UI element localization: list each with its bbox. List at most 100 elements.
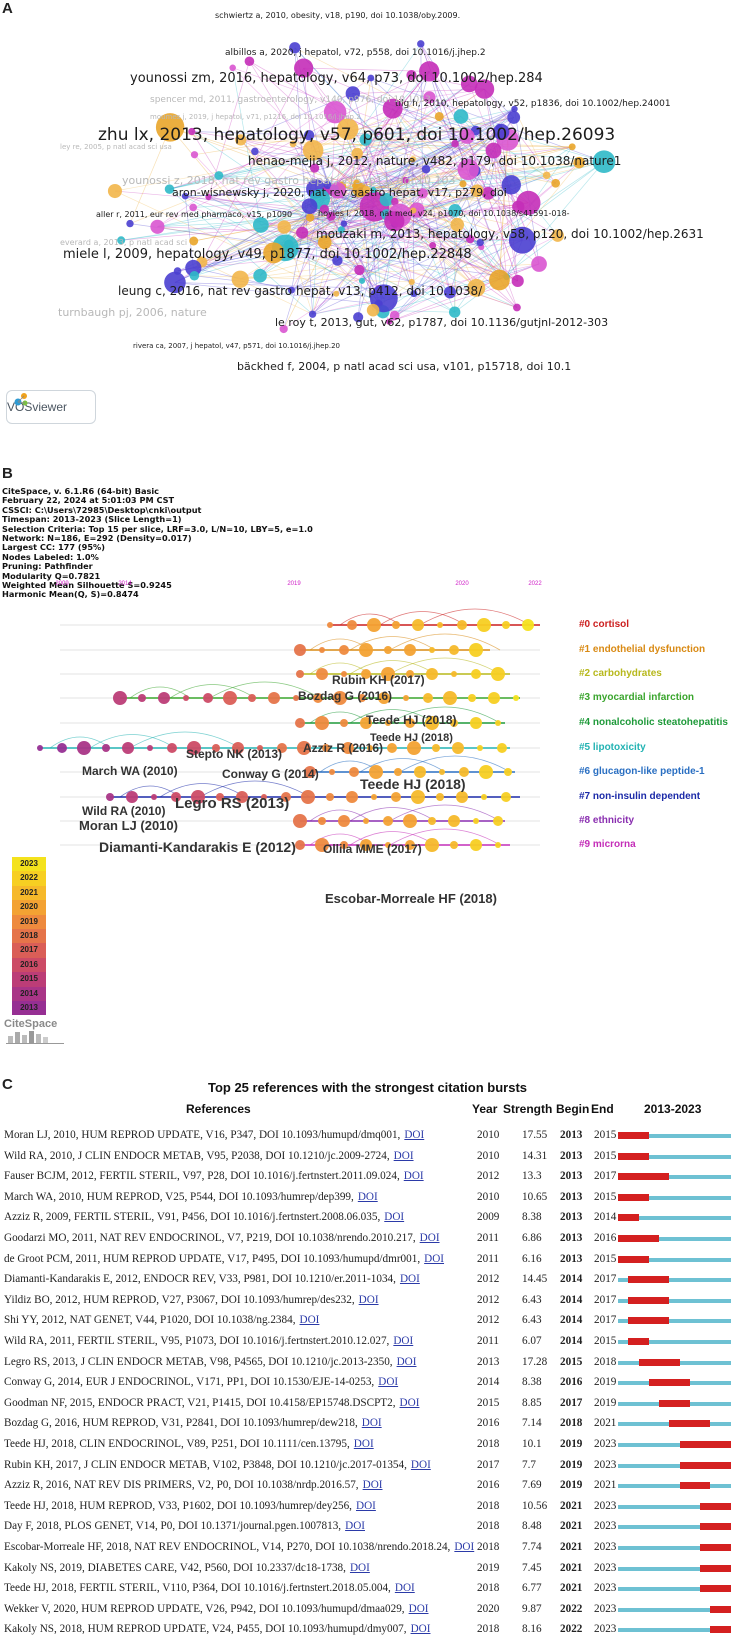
citation-node	[385, 842, 391, 848]
header-references: References	[186, 1102, 251, 1116]
network-edge	[218, 175, 316, 190]
doi-link[interactable]: DOI	[394, 1582, 415, 1595]
network-edge	[392, 108, 464, 185]
burst-year: 2018	[477, 1541, 500, 1553]
network-edge	[129, 127, 171, 224]
doi-link[interactable]: DOI	[378, 1376, 399, 1389]
doi-link[interactable]: DOI	[399, 1273, 420, 1286]
node-label: Stepto NK (2013)	[186, 747, 283, 761]
burst-begin: 2013	[560, 1129, 583, 1141]
citation-node	[216, 793, 224, 801]
burst-timeline	[618, 1195, 731, 1200]
vosviewer-logo-text: VOSviewer	[7, 400, 68, 414]
doi-link[interactable]: DOI	[353, 1438, 374, 1450]
citation-node	[122, 742, 134, 754]
doi-link[interactable]: DOI	[384, 1211, 405, 1224]
burst-begin: 2021	[560, 1561, 583, 1574]
doi-link[interactable]: DOI	[357, 1190, 378, 1203]
citation-node	[437, 622, 443, 628]
doi-link[interactable]: DOI	[355, 1499, 376, 1512]
network-edge	[254, 151, 315, 169]
doi-link[interactable]: DOI	[362, 1479, 383, 1492]
burst-end: 2017	[594, 1293, 617, 1306]
cluster-label: #4 nonalcoholic steatohepatitis	[579, 717, 728, 728]
network-node-label: zhu lx, 2013, hepatology, v57, p601, doi…	[98, 125, 615, 145]
burst-bar	[679, 1461, 731, 1469]
burst-strength: 6.77	[522, 1582, 542, 1595]
citation-node	[203, 693, 213, 703]
network-node	[451, 139, 459, 148]
cluster-label: #6 glucagon-like peptide-1	[579, 766, 705, 777]
network-edge	[169, 175, 219, 190]
network-node-label: miele l, 2009, hepatology, v49, p1877, d…	[63, 247, 472, 262]
burst-begin: 2019	[560, 1458, 583, 1471]
network-node-label: moumes j, 2019, j hepatol, v71, p1216, d…	[150, 113, 361, 121]
doi-link[interactable]: DOI	[345, 1520, 365, 1533]
doi-link[interactable]: DOI	[410, 1458, 431, 1471]
burst-bar	[659, 1399, 690, 1407]
doi-link[interactable]: DOI	[299, 1314, 320, 1327]
network-edge	[169, 127, 274, 254]
network-node-label: tilg h, 2010, hepatology, v52, p1836, do…	[395, 99, 671, 109]
network-node	[470, 184, 484, 198]
citation-node	[281, 792, 291, 802]
cluster-link-arc	[349, 831, 436, 846]
network-node-label: albillos a, 2020, j hepatol, v72, p558, …	[225, 48, 486, 58]
network-node	[310, 163, 320, 173]
network-edge	[193, 198, 321, 208]
network-node	[489, 269, 510, 291]
network-node	[409, 156, 416, 163]
doi-link[interactable]: DOI	[454, 1541, 475, 1553]
network-node	[231, 270, 249, 288]
doi-link[interactable]: DOI	[399, 1396, 420, 1409]
network-edge	[194, 275, 384, 299]
burst-year: 2012	[477, 1293, 500, 1306]
doi-link[interactable]: DOI	[358, 1293, 379, 1306]
network-edge	[240, 139, 374, 311]
doi-link[interactable]: DOI	[361, 1417, 382, 1430]
doi-link[interactable]: DOI	[393, 1335, 414, 1347]
panel-a-letter: A	[2, 0, 13, 17]
network-node	[417, 188, 428, 199]
doi-link[interactable]: DOI	[393, 1149, 414, 1162]
citation-node	[411, 790, 425, 804]
doi-link[interactable]: DOI	[404, 1129, 425, 1141]
burst-end: 2014	[594, 1211, 617, 1224]
burst-bar	[628, 1276, 670, 1284]
burst-bar	[618, 1132, 649, 1139]
network-edge	[169, 139, 366, 190]
network-edge	[507, 139, 519, 207]
doi-link[interactable]: DOI	[396, 1355, 417, 1368]
network-node	[421, 165, 431, 174]
doi-link[interactable]: DOI	[410, 1623, 431, 1636]
network-edge	[365, 139, 605, 163]
doi-link[interactable]: DOI	[424, 1252, 445, 1265]
burst-begin: 2013	[560, 1190, 583, 1203]
citation-node	[315, 838, 329, 852]
burst-year: 2013	[477, 1355, 500, 1368]
network-edge	[303, 67, 430, 72]
doi-link[interactable]: DOI	[419, 1232, 440, 1244]
burst-reference: Escobar-Morreale HF, 2018, NAT REV ENDOC…	[4, 1541, 475, 1553]
network-edge	[388, 162, 580, 322]
burst-strength: 10.56	[522, 1499, 548, 1512]
network-edge	[373, 130, 476, 191]
network-node	[150, 219, 165, 234]
burst-end: 2023	[594, 1561, 617, 1574]
burst-end: 2015	[594, 1129, 617, 1141]
doi-link[interactable]: DOI	[408, 1602, 429, 1615]
network-edge	[422, 193, 500, 281]
burst-end: 2015	[594, 1335, 617, 1347]
doi-link[interactable]: DOI	[403, 1170, 424, 1183]
burst-begin: 2021	[560, 1520, 583, 1533]
citation-node	[315, 716, 329, 730]
burst-bar	[618, 1193, 649, 1201]
network-node-label: bäckhed f, 2004, p natl acad sci usa, v1…	[237, 360, 571, 373]
network-edge	[191, 131, 220, 176]
burst-reference: Diamanti-Kandarakis E, 2012, ENDOCR REV,…	[4, 1273, 420, 1286]
doi-link[interactable]: DOI	[349, 1561, 370, 1574]
burst-reference: Goodman NF, 2015, ENDOCR PRACT, V21, P14…	[4, 1396, 420, 1409]
burst-timeline	[618, 1525, 731, 1530]
network-edge	[405, 146, 573, 181]
network-edge	[388, 161, 605, 322]
